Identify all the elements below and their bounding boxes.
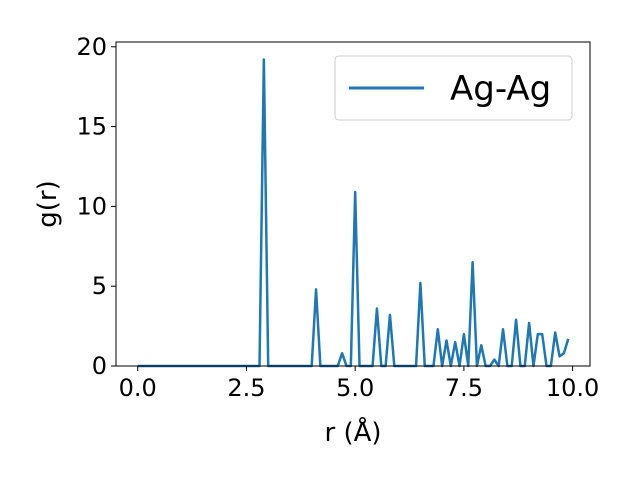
data-layer bbox=[137, 58, 570, 368]
y-tick-label: 5 bbox=[92, 272, 107, 300]
legend-label-ag-ag: Ag-Ag bbox=[450, 69, 551, 109]
x-tick-label: 5.0 bbox=[336, 374, 374, 402]
x-tick-label: 7.5 bbox=[445, 374, 483, 402]
y-axis-label: g(r) bbox=[33, 180, 63, 227]
x-axis-label: r (Å) bbox=[324, 416, 381, 448]
series-line-ag-ag bbox=[137, 58, 570, 368]
y-tick-label: 20 bbox=[76, 33, 107, 61]
legend-box bbox=[334, 55, 573, 121]
y-tick-label: 15 bbox=[76, 113, 107, 141]
y-tick-label: 10 bbox=[76, 192, 107, 220]
x-tick-label: 10.0 bbox=[546, 374, 599, 402]
axes-frame bbox=[115, 41, 591, 367]
y-tick-label: 0 bbox=[92, 352, 107, 380]
x-tick-label: 2.5 bbox=[227, 374, 265, 402]
plot-area: 0.0 2.5 5.0 7.5 10.0 0 5 10 15 20 bbox=[76, 33, 599, 402]
x-axis-ticks: 0.0 2.5 5.0 7.5 10.0 bbox=[119, 366, 599, 402]
x-tick-label: 0.0 bbox=[119, 374, 157, 402]
y-axis-ticks: 0 5 10 15 20 bbox=[76, 33, 116, 380]
legend: Ag-Ag bbox=[334, 55, 573, 121]
